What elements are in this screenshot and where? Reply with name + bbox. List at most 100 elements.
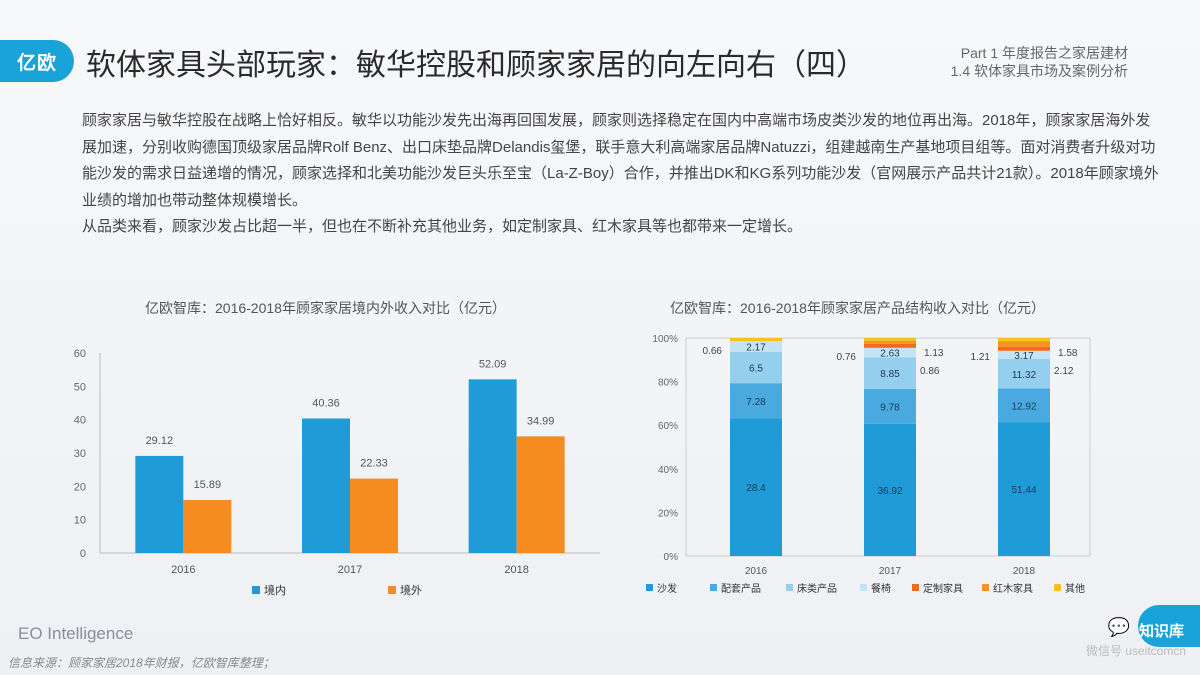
legend-label: 沙发 xyxy=(657,582,677,595)
segment-定制家具-2017 xyxy=(864,343,916,348)
data-label: 34.99 xyxy=(527,415,555,427)
y-tick-label: 10 xyxy=(74,515,86,527)
legend-label: 餐椅 xyxy=(871,582,891,595)
watermark-sub: 微信号 useitcomcn xyxy=(1085,644,1186,658)
watermark-bubble xyxy=(1138,605,1200,647)
segment-沙发-2017 xyxy=(864,423,916,556)
data-label: 0.86 xyxy=(920,366,940,377)
segment-床类产品-2018 xyxy=(998,359,1050,389)
legend-label: 定制家具 xyxy=(923,582,963,595)
chart2-product-structure: 0% 20% 40% 60% 80% 100% 28.4 7.28 6.5 2.17 0.66 201… xyxy=(646,334,1091,595)
paragraph-1: 顾家家居与敏华控股在战略上恰好相反。敏华以功能沙发先出海再回国发展，顾家则选择稳… xyxy=(82,112,1159,209)
legend-swatch xyxy=(786,584,793,591)
segment-其他-2017 xyxy=(864,338,916,341)
y-tick-label: 20 xyxy=(74,481,86,493)
data-label: 7.28 xyxy=(746,397,766,408)
legend-swatch xyxy=(646,584,653,591)
page-title: 软体家具头部玩家：敏华控股和顾家家居的向左向右（四） xyxy=(86,49,866,82)
y-tick-label: 80% xyxy=(658,378,678,389)
data-label: 52.09 xyxy=(479,358,507,370)
legend-swatch xyxy=(1054,584,1061,591)
x-tick-label: 2017 xyxy=(338,564,362,576)
segment-沙发-2018 xyxy=(998,422,1050,556)
data-label: 1.13 xyxy=(924,348,944,359)
y-tick-label: 0% xyxy=(664,552,679,563)
section-label: Part 1 年度报告之家居建材 1.4 软体家具市场及案例分析 xyxy=(951,44,1128,80)
data-label: 11.32 xyxy=(1012,370,1037,381)
y-tick-label: 20% xyxy=(658,508,678,519)
data-label: 2.12 xyxy=(1054,366,1074,377)
footer-source: 信息来源：顾家家居2018年财报，亿欧智库整理； xyxy=(8,656,275,670)
segment-红木家具-2017 xyxy=(864,340,916,344)
y-tick-label: 40 xyxy=(74,415,86,427)
data-label: 6.5 xyxy=(749,363,763,374)
y-tick-label: 60% xyxy=(658,421,678,432)
section-label-sub: 1.4 软体家具市场及案例分析 xyxy=(950,63,1128,79)
legend-swatch xyxy=(710,584,717,591)
body-text: 顾家家居与敏华控股在战略上恰好相反。敏华以功能沙发先出海再回国发展，顾家则选择稳… xyxy=(82,108,1162,241)
footer-brand: EO Intelligence xyxy=(18,624,134,643)
data-label: 1.58 xyxy=(1058,348,1078,359)
segment-餐椅-2018 xyxy=(998,350,1050,360)
bar-境内-2017 xyxy=(302,418,350,553)
x-tick-label: 2016 xyxy=(171,564,195,576)
segment-定制家具-2018 xyxy=(998,346,1050,351)
data-label: 15.89 xyxy=(194,479,222,491)
legend-swatch xyxy=(388,586,396,594)
legend-label: 床类产品 xyxy=(797,582,837,595)
bar-境内-2018 xyxy=(468,379,517,553)
legend-label: 境外 xyxy=(400,583,422,597)
y-tick-label: 40% xyxy=(658,465,678,476)
bar-境外-2018 xyxy=(516,436,565,553)
data-label: 1.21 xyxy=(971,352,991,363)
data-label: 3.17 xyxy=(1014,351,1034,362)
segment-其他-2016 xyxy=(730,338,782,342)
y-tick-label: 100% xyxy=(652,334,678,345)
y-tick-label: 0 xyxy=(80,548,86,560)
chart1-title: 亿欧智库：2016-2018年顾家家居境内外收入对比（亿元） xyxy=(145,300,506,316)
chat-bubble-icon: 💬 xyxy=(1107,617,1130,637)
data-label: 8.85 xyxy=(880,369,900,380)
legend-swatch xyxy=(912,584,919,591)
segment-配套产品-2017 xyxy=(864,388,916,424)
data-label: 51.44 xyxy=(1011,485,1036,496)
data-label: 0.66 xyxy=(703,346,723,357)
legend-swatch xyxy=(860,584,867,591)
section-label-part: Part 1 年度报告之家居建材 xyxy=(960,45,1128,61)
legend-label: 其他 xyxy=(1065,582,1085,595)
bar-境外-2016 xyxy=(183,500,232,553)
segment-床类产品-2016 xyxy=(730,351,782,384)
data-label: 22.33 xyxy=(360,458,388,470)
x-tick-label: 2018 xyxy=(1013,566,1036,577)
segment-配套产品-2016 xyxy=(730,383,782,419)
bar-境内-2016 xyxy=(135,455,184,553)
paragraph-2: 从品类来看，顾家沙发占比超一半，但也在不断补充其他业务，如定制家具、红木家具等也… xyxy=(82,218,803,235)
data-label: 12.92 xyxy=(1011,401,1036,412)
legend-swatch xyxy=(982,584,989,591)
chart2-title: 亿欧智库：2016-2018年顾家家居产品结构收入对比（亿元） xyxy=(670,300,1045,316)
x-tick-label: 2017 xyxy=(879,566,902,577)
y-tick-label: 60 xyxy=(74,348,86,360)
legend-label: 配套产品 xyxy=(721,582,761,595)
data-label: 0.76 xyxy=(837,352,857,363)
segment-沙发-2016 xyxy=(730,418,782,556)
data-label: 36.92 xyxy=(877,486,902,497)
data-label: 9.78 xyxy=(880,402,900,413)
watermark-label: 知识库 xyxy=(1138,623,1184,640)
segment-其他-2018 xyxy=(998,338,1050,342)
segment-餐椅-2016 xyxy=(730,341,782,352)
data-label: 29.12 xyxy=(146,435,174,447)
segment-红木家具-2018 xyxy=(998,341,1050,347)
legend-swatch xyxy=(252,586,260,594)
y-tick-label: 30 xyxy=(74,448,86,460)
x-tick-label: 2018 xyxy=(504,564,528,576)
data-label: 40.36 xyxy=(312,397,340,409)
legend-label: 境内 xyxy=(264,583,286,597)
bar-境外-2017 xyxy=(350,478,398,553)
logo: 亿欧 xyxy=(0,40,74,82)
data-label: 2.63 xyxy=(880,349,900,360)
data-label: 28.4 xyxy=(746,483,766,494)
segment-床类产品-2017 xyxy=(864,357,916,389)
segment-配套产品-2018 xyxy=(998,388,1050,423)
chart1-revenue-domestic-overseas: 0 10 20 30 40 50 60 29.12 15.89 2016 40.36 22.33 201… xyxy=(74,348,600,597)
